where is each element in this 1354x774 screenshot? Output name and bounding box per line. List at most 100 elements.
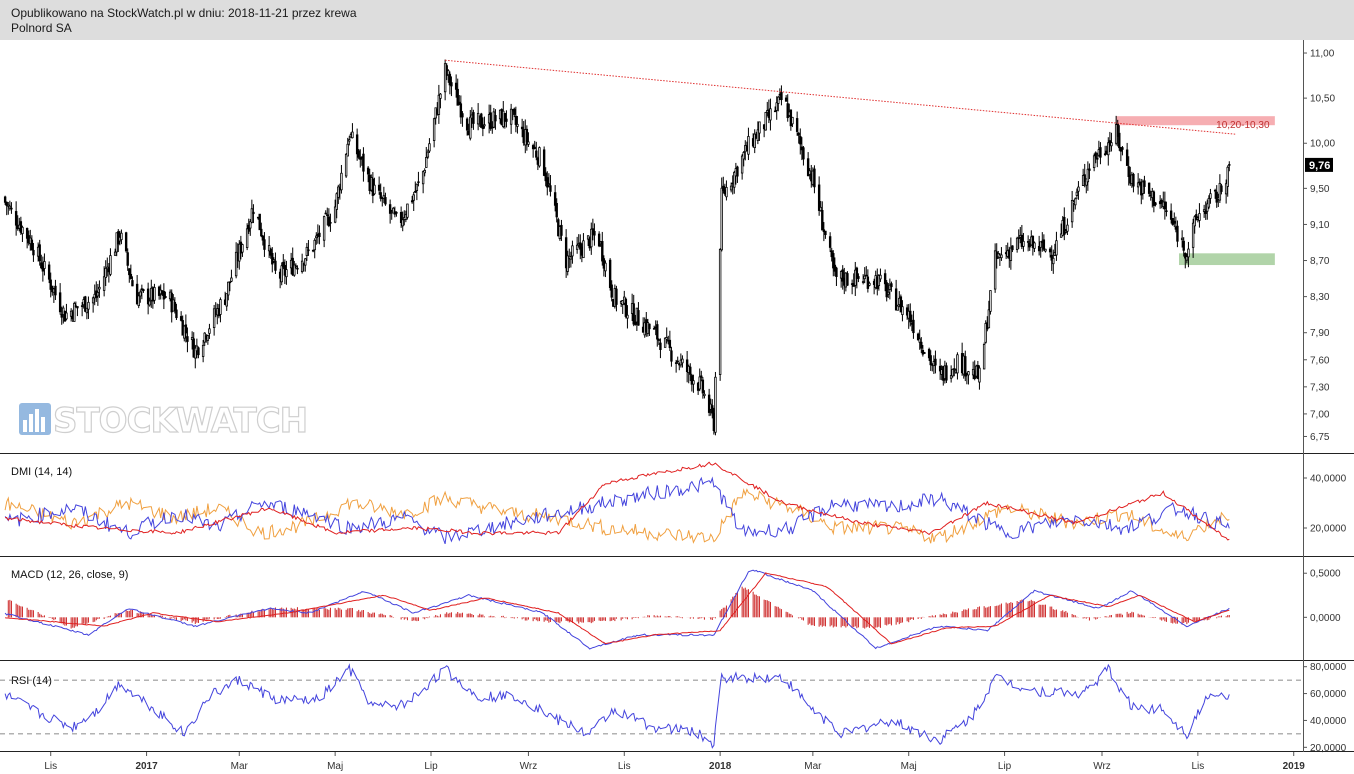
price-candle (459, 95, 463, 124)
price-candle (582, 233, 585, 259)
price-candle (1011, 245, 1014, 253)
candle-body (1125, 149, 1129, 166)
candle-body (722, 185, 725, 191)
price-candle (324, 210, 327, 215)
price-candle (1107, 137, 1110, 166)
price-candle (685, 350, 689, 383)
price-candle (832, 250, 835, 277)
candle-body (703, 393, 706, 397)
candle-body (459, 103, 463, 118)
candle-body (547, 183, 551, 186)
time-tick-label: Maj (327, 761, 343, 772)
candle-body (610, 284, 613, 298)
candle-body (285, 269, 288, 278)
candle-body (832, 253, 835, 269)
price-tick-label: 10,00 (1310, 139, 1335, 150)
price-candle (124, 231, 128, 253)
stockwatch-watermark: STOCKWATCH (19, 400, 309, 442)
price-candle (439, 93, 442, 109)
candle-body (126, 252, 129, 266)
candle-body (1193, 216, 1196, 227)
candle-body (571, 245, 574, 257)
candle-body (307, 249, 310, 252)
price-candle (896, 304, 899, 311)
price-tick-label: 9,10 (1310, 220, 1330, 231)
candle-body (219, 299, 222, 315)
candle-body (841, 269, 844, 282)
price-candle (25, 227, 29, 249)
price-candle (206, 334, 210, 345)
price-candle (285, 260, 288, 285)
candle-body (313, 239, 316, 251)
price-candle (813, 165, 816, 194)
price-candle (359, 149, 362, 168)
price-candle (808, 168, 811, 180)
price-candle (432, 117, 436, 148)
rsi-line (4, 663, 1230, 749)
price-candle (877, 274, 881, 291)
price-candle (890, 281, 893, 292)
price-candle (560, 219, 563, 241)
price-candle (509, 103, 513, 134)
price-candle (267, 236, 271, 259)
price-candle (293, 260, 296, 277)
price-candle (304, 257, 307, 272)
price-candle (546, 171, 549, 196)
price-candle (769, 98, 772, 131)
candle-body (282, 261, 285, 268)
price-candle (758, 121, 761, 141)
price-candle (883, 269, 887, 292)
price-candle (425, 146, 428, 168)
candle-body (109, 255, 112, 275)
price-candle (711, 399, 714, 419)
candle-body (659, 342, 662, 350)
candle-body (575, 244, 579, 250)
candle-body (1064, 230, 1068, 233)
price-candle (428, 138, 431, 154)
candle-body (96, 292, 100, 297)
price-candle (879, 268, 882, 282)
price-candle (1026, 235, 1030, 252)
price-candle (311, 249, 315, 253)
price-candle (135, 275, 139, 305)
candle-body (861, 281, 865, 283)
candle-body (938, 365, 942, 372)
time-tick-label: Lis (44, 761, 57, 772)
candle-body (5, 201, 8, 207)
candle-body (234, 251, 238, 277)
candle-body (1026, 241, 1030, 243)
candle-body (489, 112, 492, 129)
candle-body (569, 256, 573, 260)
price-candle (513, 107, 516, 118)
candle-body (7, 204, 10, 207)
price-candle (1088, 163, 1091, 179)
candle-body (454, 82, 458, 90)
price-candle (756, 121, 760, 145)
price-candle (863, 267, 866, 284)
support-zone (1179, 253, 1275, 266)
candle-body (656, 324, 659, 340)
candle-body (1094, 152, 1097, 159)
price-candle (60, 306, 63, 325)
candle-body (80, 305, 84, 307)
candle-body (916, 333, 920, 341)
price-candle (384, 192, 387, 206)
candle-body (272, 259, 276, 262)
candle-body (626, 314, 629, 319)
candle-body (1182, 240, 1185, 251)
price-candle (984, 320, 987, 344)
candle-body (1141, 181, 1145, 194)
price-candle (54, 279, 57, 300)
price-candle (668, 330, 672, 351)
candle-body (131, 280, 134, 287)
price-candle (593, 223, 596, 246)
candle-body (1050, 254, 1053, 261)
candle-body (1198, 213, 1201, 221)
price-candle (657, 338, 661, 345)
candle-body (128, 268, 131, 276)
resistance-zone (1116, 116, 1275, 126)
price-candle (626, 305, 629, 329)
candle-body (899, 296, 903, 313)
candle-body (1204, 210, 1207, 215)
